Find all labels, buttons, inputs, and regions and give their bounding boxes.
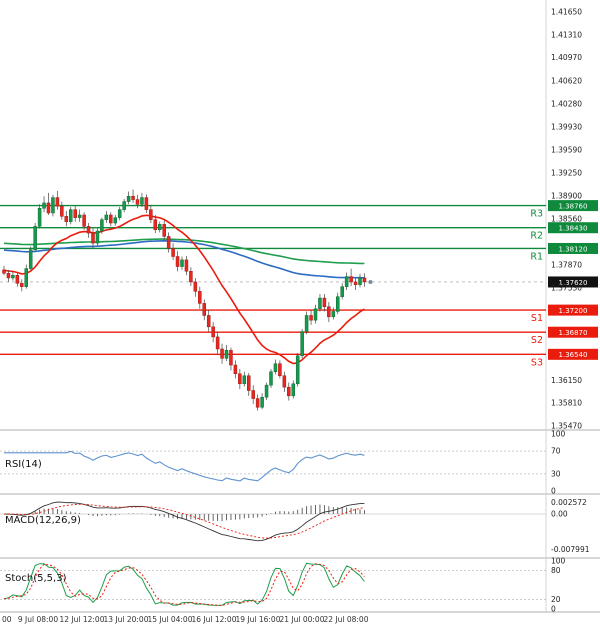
- last-price-dot: [368, 279, 373, 284]
- label-text: 1.39250: [551, 168, 582, 177]
- stoch-panel-label: Stoch(5,5,3): [5, 573, 67, 584]
- label-text: 9 Jul 08:00: [18, 615, 58, 624]
- label-text: 1.36540: [559, 351, 588, 359]
- macd-panel-label: MACD(12,26,9): [5, 515, 81, 526]
- label-text: R3: [530, 209, 543, 220]
- label-text: 70: [551, 447, 561, 456]
- label-text: 1.38120: [559, 245, 588, 253]
- label-text: 1.37620: [559, 279, 588, 287]
- label-text: R1: [530, 251, 543, 262]
- candles-layer: [2, 189, 373, 411]
- label-text: 1.40280: [551, 99, 582, 108]
- label-text: 12 Jul 12:00: [60, 615, 105, 624]
- label-text: 19 Jul 16:00: [236, 615, 281, 624]
- panel-separators: [0, 0, 600, 613]
- label-text: 1.37530: [551, 284, 582, 293]
- price-axis: 1.41650 1.41310 1.40970 1.40620 1.40280 1.399…: [551, 8, 582, 431]
- label-text: 1.37200: [559, 307, 588, 315]
- x-axis: 00 9 Jul 08:00 12 Jul 12:00 13 Jul 20:00 15 …: [2, 615, 369, 624]
- label-text: 1.38560: [551, 215, 582, 224]
- label-text: 21 Jul 00:00: [280, 615, 325, 624]
- rsi-panel-label: RSI(14): [5, 459, 42, 470]
- price-level-badge: 1.36870: [548, 326, 598, 338]
- price-level-badge: 1.37620: [548, 276, 598, 288]
- label-text: S1: [531, 313, 543, 324]
- price-level-badge: 1.38120: [548, 242, 598, 254]
- label-text: 100: [551, 430, 566, 439]
- support-resistance-layer: R1 R2 R3 S1 S2 S3: [0, 204, 546, 368]
- macd-panel: 0.002572 0.00 -0.007991: [0, 498, 590, 554]
- price-level-badge: 1.38760: [548, 200, 598, 212]
- label-text: 15 Jul 04:00: [148, 615, 193, 624]
- label-text: 80: [551, 566, 561, 575]
- label-text: 0: [551, 487, 556, 496]
- label-text: 1.36150: [551, 376, 582, 385]
- label-text: 13 Jul 20:00: [104, 615, 149, 624]
- label-text: 1.37870: [551, 261, 582, 270]
- label-text: 16 Jul 12:00: [192, 615, 237, 624]
- label-text: 00: [2, 615, 12, 624]
- label-text: 1.35470: [551, 422, 582, 431]
- label-text: 0.00: [551, 510, 568, 519]
- label-text: 1.39930: [551, 123, 582, 132]
- label-text: 0.002572: [551, 498, 587, 507]
- label-text: 0: [551, 605, 556, 614]
- label-text: 30: [551, 469, 561, 478]
- label-text: R2: [530, 231, 543, 242]
- label-text: S2: [531, 335, 543, 346]
- label-text: 20: [551, 595, 561, 604]
- label-text: 22 Jul 08:00: [324, 615, 369, 624]
- label-text: 1.41650: [551, 8, 582, 17]
- label-text: 1.40620: [551, 77, 582, 86]
- label-text: 1.38900: [551, 192, 582, 201]
- label-text: 1.36870: [559, 329, 588, 337]
- label-text: 1.39590: [551, 146, 582, 155]
- label-text: 1.40970: [551, 53, 582, 62]
- rsi-panel: 100 70 30 0: [0, 430, 566, 496]
- label-text: 1.38760: [559, 202, 588, 210]
- label-text: 1.38430: [559, 225, 588, 233]
- label-text: 1.41310: [551, 30, 582, 39]
- label-text: S3: [531, 357, 543, 368]
- price-level-badge: 1.36540: [548, 348, 598, 360]
- label-text: 1.35810: [551, 399, 582, 408]
- label-text: 100: [551, 557, 566, 566]
- price-level-badge: 1.38430: [548, 222, 598, 234]
- price-level-badge: 1.37200: [548, 304, 598, 316]
- label-text: -0.007991: [551, 545, 590, 554]
- moving-averages-layer: [3, 214, 365, 365]
